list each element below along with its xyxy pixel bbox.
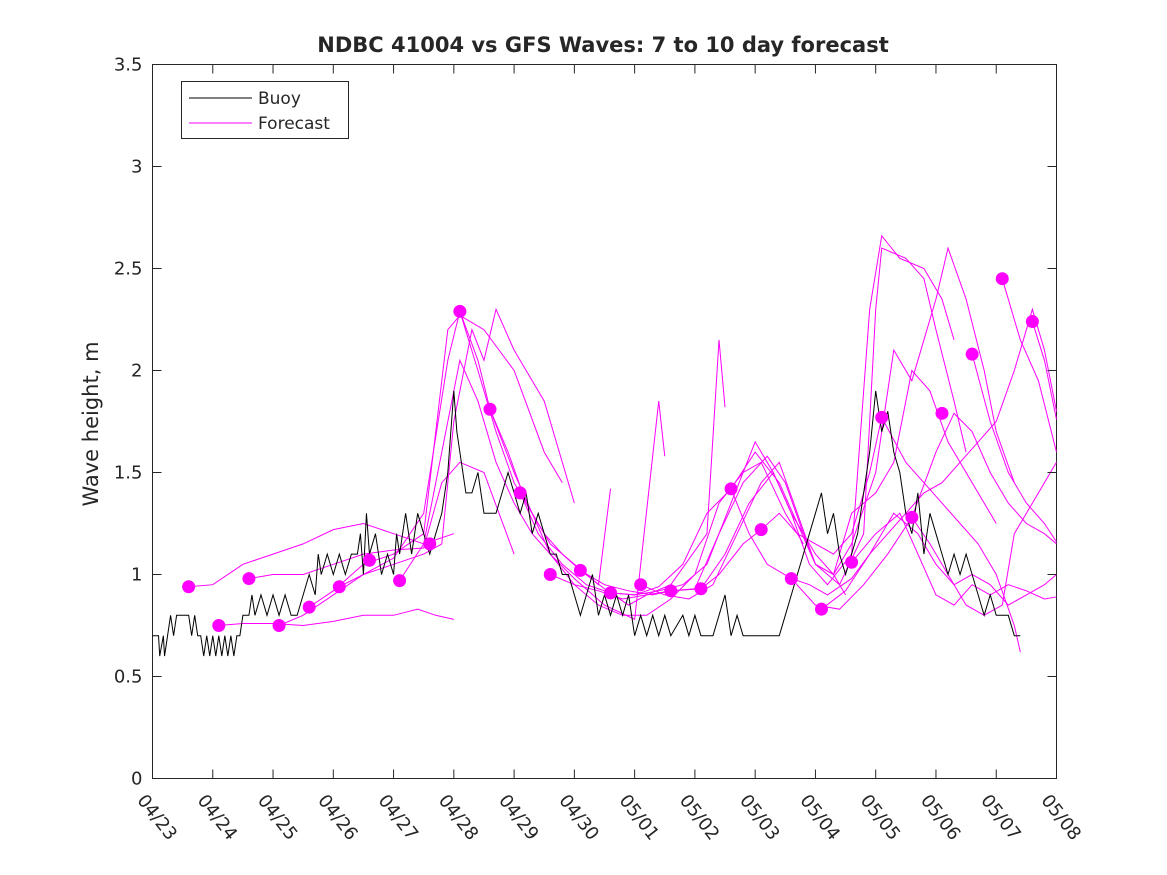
x-tick-label: 04/28 (434, 791, 482, 845)
forecast-marker (423, 537, 437, 551)
plot-frame (152, 64, 1057, 779)
forecast-marker (845, 555, 859, 569)
forecast-marker (483, 402, 497, 416)
forecast-marker (453, 304, 467, 318)
forecast-marker (784, 572, 798, 586)
forecast-marker (965, 347, 979, 361)
x-tick-label: 04/30 (554, 791, 602, 845)
x-tick-label: 05/06 (916, 791, 964, 845)
y-tick-label: 2 (131, 361, 142, 382)
forecast-markers (182, 272, 1039, 632)
legend: Buoy Forecast (181, 81, 349, 139)
forecast-marker (604, 586, 618, 600)
legend-buoy-label: Buoy (258, 89, 301, 109)
forecast-marker (393, 574, 407, 588)
forecast-line (188, 522, 454, 588)
x-tick-label: 04/24 (193, 791, 241, 845)
forecast-marker (814, 602, 828, 616)
forecast-line (489, 409, 804, 616)
x-tick-label: 04/25 (253, 791, 301, 845)
forecast-marker (302, 600, 316, 614)
y-tick-label: 0 (131, 769, 142, 790)
buoy-line (152, 390, 1021, 657)
x-tick-label: 05/04 (795, 791, 843, 845)
forecast-marker (754, 523, 768, 537)
x-tick-label: 05/01 (615, 791, 663, 845)
chart-title: NDBC 41004 vs GFS Waves: 7 to 10 day for… (317, 33, 888, 57)
x-tick-label: 04/27 (374, 791, 422, 845)
y-tick-label: 0.5 (114, 667, 143, 688)
forecast-marker (1025, 315, 1039, 329)
forecast-marker (905, 510, 919, 524)
forecast-marker (543, 568, 557, 581)
y-axis-label: Wave height, m (79, 341, 103, 506)
forecast-line (790, 412, 1057, 610)
forecast-marker (724, 482, 738, 496)
x-tick-label: 04/29 (494, 791, 542, 845)
forecast-marker (875, 410, 889, 424)
forecast-line (218, 608, 454, 627)
forecast-line (399, 358, 666, 621)
forecast-marker (272, 619, 286, 632)
x-tick-label: 05/07 (976, 791, 1024, 845)
forecast-line (640, 369, 997, 600)
forecast-line (550, 247, 967, 600)
forecast-line (1031, 321, 1057, 420)
forecast-marker (242, 572, 256, 586)
forecast-marker (694, 582, 708, 596)
x-tick-label: 04/26 (313, 791, 361, 845)
x-tick-label: 05/03 (735, 791, 783, 845)
forecast-line (971, 354, 1057, 543)
forecast-marker (212, 619, 226, 632)
x-tick-label: 05/05 (856, 791, 904, 845)
legend-forecast-label: Forecast (258, 114, 330, 134)
forecast-marker (362, 553, 376, 567)
y-tick-label: 3.5 (114, 55, 143, 76)
forecast-marker (664, 584, 678, 598)
forecast-marker (935, 406, 949, 420)
forecast-line (851, 512, 1057, 606)
forecast-marker (573, 563, 587, 577)
y-tick-label: 2.5 (114, 259, 143, 280)
forecast-marker (513, 486, 527, 500)
forecast-marker (182, 580, 196, 594)
forecast-line (248, 461, 515, 580)
x-tick-label: 05/08 (1037, 791, 1085, 845)
y-tick-label: 1.5 (114, 463, 143, 484)
legend-box (181, 81, 349, 139)
y-tick-label: 1 (131, 565, 142, 586)
forecast-line (1001, 278, 1057, 453)
x-tick-label: 04/23 (133, 791, 181, 845)
forecast-marker (332, 580, 346, 594)
y-tick-label: 3 (131, 157, 142, 178)
forecast-marker (995, 272, 1009, 286)
buoy-series (152, 390, 1021, 657)
forecast-marker (634, 578, 648, 592)
y-axis: 0 0.5 1 1.5 2 2.5 3 3.5 (114, 55, 1057, 790)
x-tick-label: 05/02 (675, 791, 723, 845)
forecast-line (308, 314, 563, 608)
plot-area (152, 64, 1057, 779)
